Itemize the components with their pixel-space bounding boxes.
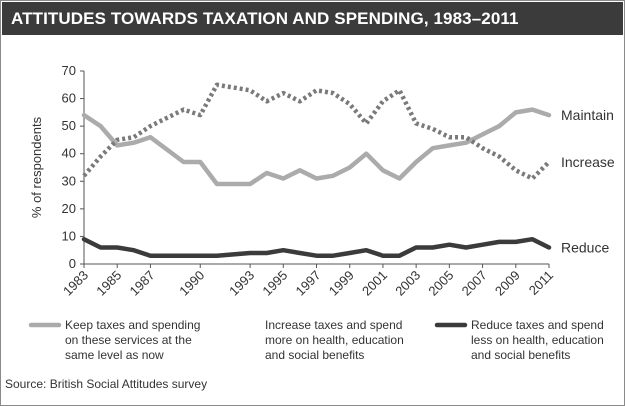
x-tick-label: 1995 [259,268,290,299]
x-tick-label: 1997 [293,268,324,299]
legend-text-increase: and social benefits [265,348,364,362]
y-tick-label: 0 [69,256,76,271]
x-tick-label: 1990 [176,268,207,299]
y-tick-label: 30 [62,173,76,188]
legend-text-maintain: same level as now [65,348,164,362]
legend-text-maintain: Keep taxes and spending [65,318,200,332]
x-tick-label: 1987 [126,268,157,299]
x-tick-label: 2005 [425,268,456,299]
legend-text-reduce: less on health, education [471,333,604,347]
y-tick-label: 50 [62,118,76,133]
legend-text-reduce: Reduce taxes and spend [471,318,604,332]
series-label-reduce: Reduce [561,239,609,255]
y-tick-label: 60 [62,91,76,106]
title-bar: ATTITUDES TOWARDS TAXATION AND SPENDING,… [2,2,623,35]
series-line-maintain [81,107,552,187]
legend-text-reduce: and social benefits [471,348,570,362]
series-line-reduce [81,236,552,258]
chart-title: ATTITUDES TOWARDS TAXATION AND SPENDING,… [11,9,519,28]
x-tick-label: 2011 [526,268,556,298]
legend-text-increase: more on health, education [265,333,404,347]
x-tick-label: 2001 [359,268,390,299]
x-tick-label: 2009 [492,268,523,299]
y-tick-label: 40 [62,146,76,161]
source-note: Source: British Social Attitudes survey [5,377,208,391]
x-tick-label: 2007 [459,268,490,299]
y-axis-label: % of respondents [29,116,44,218]
y-tick-label: 10 [62,228,76,243]
x-tick-label: 1985 [93,268,124,299]
series-label-maintain: Maintain [561,107,614,123]
x-tick-label: 1993 [226,268,257,299]
x-tick-label: 1999 [326,268,357,299]
legend-text-maintain: on these services at the [65,333,192,347]
y-tick-label: 20 [62,201,76,216]
series-label-increase: Increase [561,154,615,170]
x-tick-label: 2003 [392,268,423,299]
legend-text-increase: Increase taxes and spend [265,318,402,332]
y-tick-label: 70 [62,63,76,78]
series-line-increase [82,82,551,181]
x-tick-label: 1983 [60,268,91,299]
